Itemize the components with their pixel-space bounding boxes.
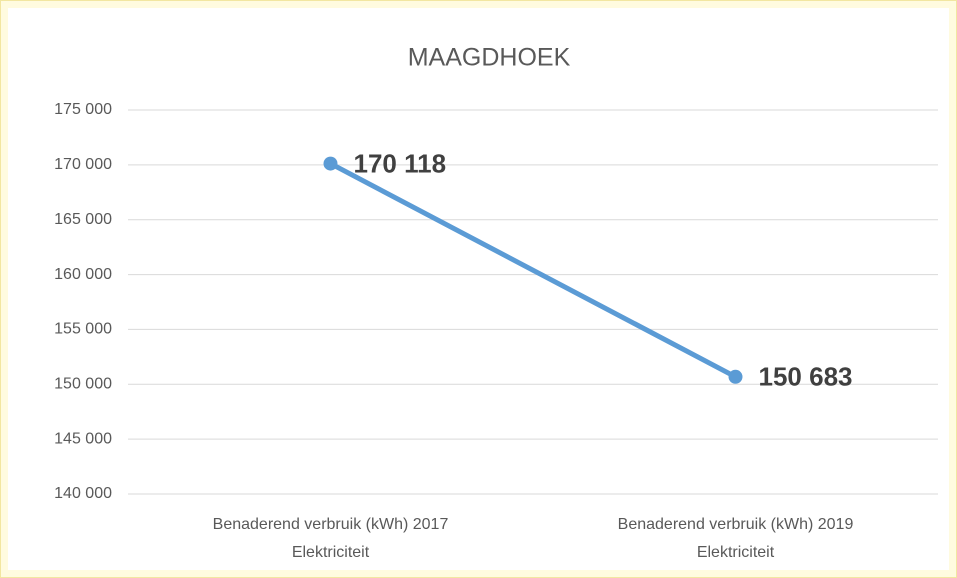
y-tick-label: 140 000 xyxy=(54,485,112,502)
y-tick-label: 170 000 xyxy=(54,156,112,173)
y-tick-label: 175 000 xyxy=(54,101,112,118)
series-line xyxy=(328,161,738,380)
y-tick-label: 150 000 xyxy=(54,376,112,393)
data-point xyxy=(323,156,338,171)
x-tick-label: Benaderend verbruik (kWh) 2019 Elektricit… xyxy=(618,516,854,561)
y-tick-label: 145 000 xyxy=(54,430,112,447)
x-tick-label-line: Benaderend verbruik (kWh) 2017 xyxy=(213,516,449,533)
x-tick-label-line: Benaderend verbruik (kWh) 2019 xyxy=(618,516,854,533)
data-point xyxy=(728,369,743,384)
y-tick-label: 165 000 xyxy=(54,211,112,228)
y-tick-label: 160 000 xyxy=(54,266,112,283)
y-tick-label: 155 000 xyxy=(54,321,112,338)
chart-area xyxy=(8,8,949,570)
x-tick-label: Benaderend verbruik (kWh) 2017 Elektricit… xyxy=(213,516,449,561)
x-tick-label-line: Elektriciteit xyxy=(697,544,775,561)
chart-title: MAAGDHOEK xyxy=(408,44,571,72)
data-label: 150 683 xyxy=(759,362,853,392)
data-label: 170 118 xyxy=(354,148,447,178)
x-tick-label-line: Elektriciteit xyxy=(292,544,370,561)
